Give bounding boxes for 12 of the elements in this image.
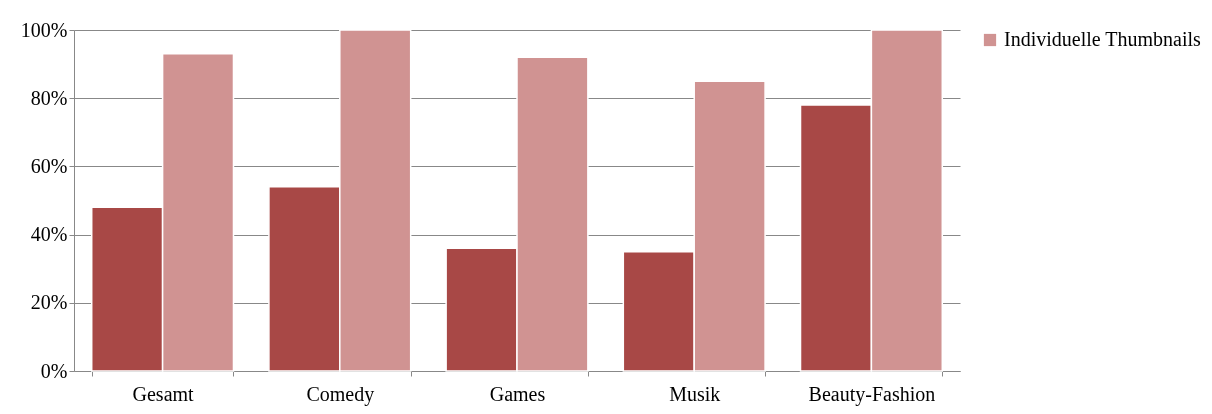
x-tick-label: Gesamt [132, 382, 195, 405]
x-tick-label: Games [489, 382, 546, 405]
y-tick-label: 80% [30, 86, 68, 109]
y-tick-label: 40% [30, 223, 68, 246]
y-tick-label: 20% [30, 291, 68, 314]
x-tick-label: Comedy [306, 382, 375, 406]
x-tick-label: Musik [669, 382, 721, 405]
legend-label: Individuelle Thumbnails [1004, 28, 1202, 50]
x-tick-label: Beauty-Fashion [808, 382, 936, 406]
y-tick-label: 0% [40, 359, 68, 382]
y-tick-label: 60% [30, 154, 68, 177]
y-tick-label: 100% [20, 18, 68, 41]
